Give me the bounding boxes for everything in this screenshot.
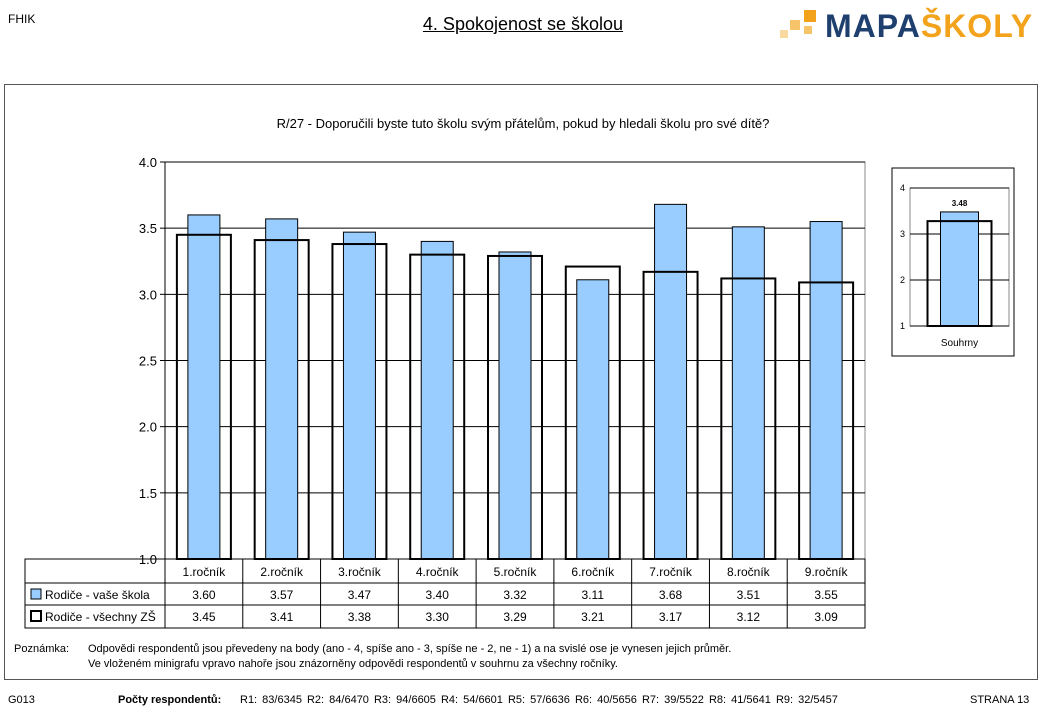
mini-y-tick-label: 2 [900, 275, 905, 285]
page-number: STRANA 13 [970, 694, 1030, 706]
bar-vase-skola [731, 226, 765, 560]
y-tick-label: 2.0 [139, 420, 157, 435]
value-vase-skola: 3.47 [348, 588, 372, 602]
x-tick-label: 6.ročník [571, 565, 615, 579]
value-vsechny-zs: 3.12 [737, 610, 761, 624]
value-vsechny-zs: 3.21 [581, 610, 605, 624]
bar-vase-skola [498, 251, 532, 560]
school-code: FHIK [8, 12, 36, 26]
mini-data-label: 3.48 [952, 199, 968, 208]
value-vase-skola: 3.60 [192, 588, 216, 602]
note-line-1: Odpovědi respondentů jsou převedeny na b… [88, 643, 732, 655]
bar-vase-skola [576, 279, 610, 560]
bar-vase-skola [265, 218, 299, 560]
bar-vase-skola [809, 221, 843, 560]
footer-code: G013 [8, 694, 35, 706]
logo: MAPAŠKOLY [776, 8, 1032, 44]
logo-text-skoly: ŠKOLY [920, 8, 1034, 44]
y-tick-label: 4.0 [139, 155, 157, 170]
page-title: 4. Spokojenost se školou [422, 14, 624, 34]
value-vsechny-zs: 3.38 [348, 610, 372, 624]
value-vase-skola: 3.57 [270, 588, 294, 602]
respondents-label: Počty respondentů: [118, 694, 222, 706]
note-label: Poznámka: [14, 643, 70, 655]
x-tick-label: 1.ročník [183, 565, 227, 579]
x-tick-label: 4.ročník [416, 565, 460, 579]
y-tick-label: 1.5 [139, 486, 157, 501]
logo-text-mapa: MAPA [825, 8, 921, 44]
legend-swatch-vase-skola [30, 588, 42, 600]
chart-title: R/27 - Doporučili byste tuto školu svým … [276, 116, 770, 131]
x-tick-label: 3.ročník [338, 565, 382, 579]
mini-bar-vase-skola [940, 211, 979, 327]
x-tick-label: 7.ročník [649, 565, 693, 579]
value-vsechny-zs: 3.29 [503, 610, 527, 624]
bar-vase-skola [654, 203, 688, 560]
y-tick-label: 3.5 [139, 221, 157, 236]
y-tick-label: 3.0 [139, 287, 157, 302]
value-vsechny-zs: 3.09 [814, 610, 838, 624]
mini-y-tick-label: 1 [900, 321, 905, 331]
respondent-counts: R1: 83/6345 R2: 84/6470 R3: 94/6605 R4: … [240, 694, 838, 706]
x-tick-label: 9.ročník [805, 565, 849, 579]
value-vsechny-zs: 3.41 [270, 610, 294, 624]
value-vase-skola: 3.32 [503, 588, 527, 602]
logo-squares-icon [780, 10, 816, 38]
x-tick-label: 2.ročník [260, 565, 304, 579]
x-tick-label: 5.ročník [494, 565, 538, 579]
mini-bar-vsechny-zs [926, 220, 993, 327]
x-tick-label: 8.ročník [727, 565, 771, 579]
note-line-2: Ve vloženém minigrafu vpravo nahoře jsou… [88, 658, 618, 670]
bar-vase-skola [420, 240, 454, 560]
bar-vase-skola [187, 214, 221, 560]
value-vase-skola: 3.68 [659, 588, 683, 602]
chart-frame [4, 84, 1038, 680]
value-vase-skola: 3.51 [737, 588, 761, 602]
legend-label-vsechny-zs: Rodiče - všechny ZŠ [45, 609, 156, 624]
value-vase-skola: 3.55 [814, 588, 838, 602]
mini-x-tick-label: Souhrny [941, 338, 978, 349]
bar-vase-skola [342, 231, 376, 560]
value-vase-skola: 3.11 [582, 588, 605, 602]
mini-y-tick-label: 3 [900, 229, 905, 239]
value-vsechny-zs: 3.45 [192, 610, 216, 624]
value-vase-skola: 3.40 [426, 588, 450, 602]
y-tick-label: 2.5 [139, 354, 157, 369]
legend-swatch-vsechny-zs [30, 610, 42, 622]
value-vsechny-zs: 3.30 [426, 610, 450, 624]
value-vsechny-zs: 3.17 [659, 610, 683, 624]
legend-label-vase-skola: Rodiče - vaše škola [45, 588, 150, 602]
mini-y-tick-label: 4 [900, 183, 905, 193]
